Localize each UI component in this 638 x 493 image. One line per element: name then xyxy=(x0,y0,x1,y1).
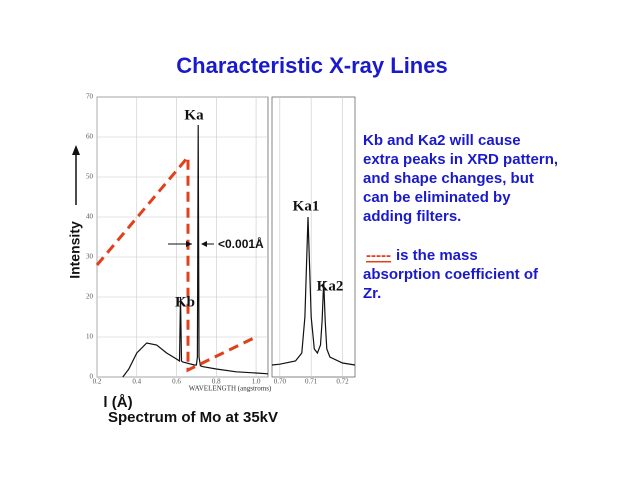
note-line: Zr. xyxy=(363,285,381,302)
peak-label: Ka1 xyxy=(293,198,320,214)
absorption-curve xyxy=(95,152,259,373)
y-tick-label: 60 xyxy=(86,133,94,141)
x-tick-label: 0.2 xyxy=(93,378,102,386)
peak-label: Ka2 xyxy=(317,278,344,294)
x-tick-label: 0.71 xyxy=(305,378,318,386)
y-tick-label: 70 xyxy=(86,93,94,101)
resolution-label: <0.001Å xyxy=(218,236,264,251)
arrow-head xyxy=(186,241,192,247)
x-tick-label: 0.6 xyxy=(172,378,181,386)
y-tick-label: 0 xyxy=(90,373,94,381)
peak-label: Kb xyxy=(175,294,195,310)
note-line: and shape changes, but xyxy=(363,170,534,187)
lambda-label: l (Å) xyxy=(103,394,132,411)
y-tick-label: 10 xyxy=(86,333,94,341)
plot-frame xyxy=(271,96,356,378)
y-tick-label: 30 xyxy=(86,253,94,261)
note-line: absorption coefficient of xyxy=(363,266,539,283)
x-axis-label: WAVELENGTH (angstroms) xyxy=(189,385,272,393)
x-tick-label: 0.4 xyxy=(132,378,141,386)
y-tick-label: 50 xyxy=(86,173,94,181)
arrow-head xyxy=(72,145,80,155)
spectrum-line xyxy=(122,124,269,378)
notes: Kb and Ka2 will cause extra peaks in XRD… xyxy=(363,132,558,302)
legend-dash: ----- xyxy=(366,247,391,264)
note-line: adding filters. xyxy=(363,208,461,225)
x-tick-label: 1.0 xyxy=(252,378,261,386)
y-axis-label: Intensity xyxy=(67,221,83,279)
y-tick-label: 40 xyxy=(86,213,94,221)
x-tick-label: 0.72 xyxy=(336,378,349,386)
y-tick-label: 20 xyxy=(86,293,94,301)
x-tick-label: 0.70 xyxy=(274,378,287,386)
note-line: is the mass xyxy=(396,247,478,264)
charts: 0.2 0.4 0.6 0.8 1.0 0 10 20 30 40 50 60 70 0.70 0.71 0.… xyxy=(86,93,356,386)
arrow-head xyxy=(201,241,207,247)
note-line: Kb and Ka2 will cause xyxy=(363,132,521,149)
x-tick-label: 0.8 xyxy=(212,378,221,386)
note-line: can be eliminated by xyxy=(363,189,511,206)
spectrum-line xyxy=(271,216,356,366)
slide-title: Characteristic X-ray Lines xyxy=(176,53,447,78)
peak-label: Ka xyxy=(184,107,204,123)
note-line: extra peaks in XRD pattern, xyxy=(363,151,558,168)
caption: Spectrum of Mo at 35kV xyxy=(108,409,278,426)
